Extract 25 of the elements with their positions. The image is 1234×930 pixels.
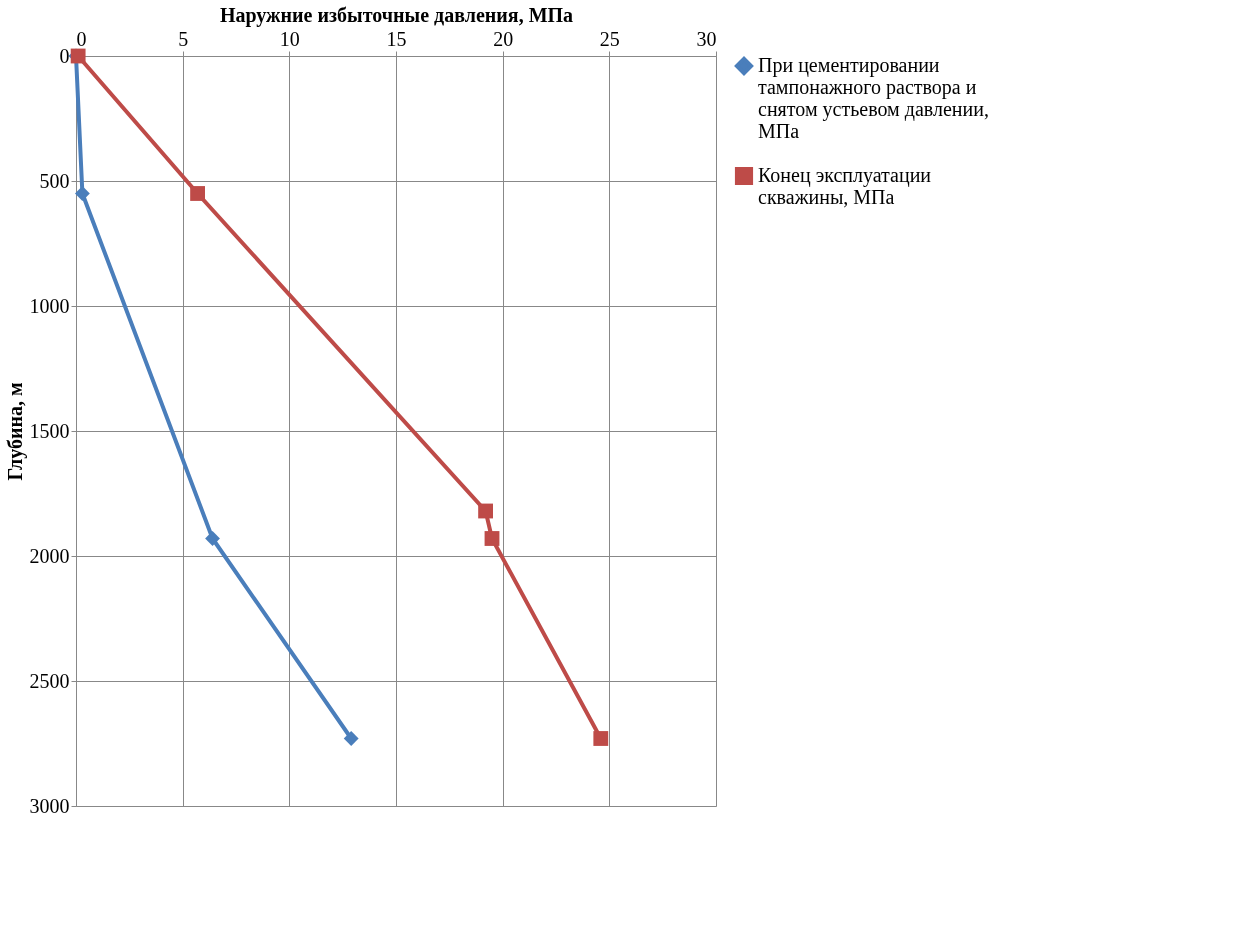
x-tick-label: 25 [599, 27, 620, 50]
x-tick-label: 20 [493, 27, 514, 50]
y-tick-label: 0 [59, 44, 70, 67]
x-tick-label: 0 [76, 27, 87, 50]
point [343, 731, 359, 746]
y-tick-label: 1500 [29, 419, 70, 442]
x-tick-label: 15 [386, 27, 407, 50]
y-tick-label: 3000 [29, 794, 70, 817]
x-tick-label: 30 [696, 27, 717, 50]
point [593, 731, 609, 746]
point [484, 531, 500, 546]
y-tick-label: 2000 [29, 544, 70, 567]
point [190, 186, 206, 201]
x-tick-label: 10 [279, 27, 300, 50]
x-tick-label: 5 [178, 27, 189, 50]
y-tick-label: 500 [39, 169, 70, 192]
legend-label: Конец эксплуатации скважины, МПа [758, 164, 932, 208]
legend-label: При цементировании тампонажного раствора и снятом устьевом давлении, МПа [758, 54, 989, 142]
point [74, 186, 90, 201]
y-tick-label: 2500 [29, 669, 70, 692]
point [478, 503, 494, 519]
point [205, 531, 220, 546]
y-tick-label: 1000 [29, 294, 70, 317]
y-axis-title: Глубина, м [3, 382, 27, 481]
x-axis-title: Наружние избыточные давления, МПа [219, 3, 574, 27]
